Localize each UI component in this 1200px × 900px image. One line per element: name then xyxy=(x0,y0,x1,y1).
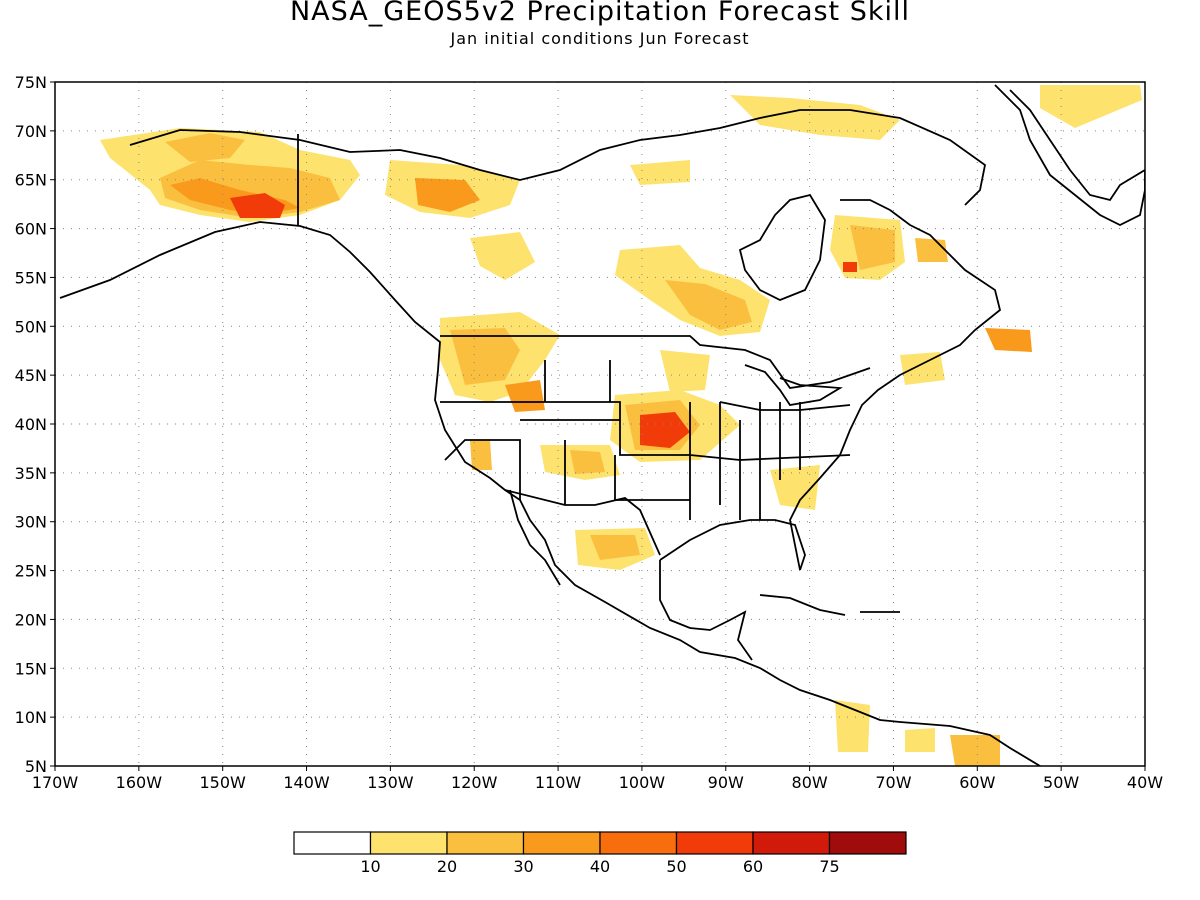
coastline-gulf xyxy=(659,560,753,661)
lon-tick-label: 110W xyxy=(535,773,582,792)
skill-region-northern-mexico-mid xyxy=(590,535,640,560)
skill-region-idaho xyxy=(505,380,545,412)
colorbar-label: 30 xyxy=(513,857,533,876)
lon-tick-label: 70W xyxy=(875,773,911,792)
lon-tick-label: 120W xyxy=(451,773,498,792)
graticule xyxy=(55,82,1145,766)
coastline-north-america xyxy=(59,221,1041,766)
lat-tick-label: 5N xyxy=(25,757,47,776)
colorbar-swatch xyxy=(446,831,525,855)
lon-tick-label: 60W xyxy=(959,773,995,792)
lat-tick-label: 70N xyxy=(15,122,47,141)
coastline-greenland xyxy=(994,84,1145,227)
skill-region-kansas-peak xyxy=(640,412,690,448)
lon-tick-label: 140W xyxy=(283,773,330,792)
coastline-arctic xyxy=(129,109,986,206)
colorbar-label: 50 xyxy=(666,857,686,876)
latitude-axis: 75N 70N 65N 60N 55N 50N 45N 40N 35N 30N 25N 20N 15N 1… xyxy=(15,73,55,776)
skill-region-alaska-north xyxy=(165,133,245,162)
skill-region-hudson-west-mid xyxy=(665,280,752,330)
lat-tick-label: 15N xyxy=(15,659,47,678)
colorbar-swatch xyxy=(522,831,601,855)
skill-region-northeast xyxy=(900,352,945,385)
lat-tick-label: 35N xyxy=(15,464,47,483)
colorbar-swatch xyxy=(828,831,907,855)
lat-tick-label: 30N xyxy=(15,513,47,532)
coastline-baja xyxy=(509,489,561,586)
lat-tick-label: 60N xyxy=(15,220,47,239)
skill-region-hudson-north xyxy=(630,160,690,185)
skill-region-venezuela-west xyxy=(905,728,935,752)
colorbar: 10 20 30 40 50 60 75 xyxy=(293,831,907,876)
skill-region-venezuela xyxy=(950,735,1000,766)
lon-tick-label: 100W xyxy=(619,773,666,792)
colorbar-label: 10 xyxy=(360,857,380,876)
skill-region-greenland xyxy=(1040,85,1142,128)
lon-tick-label: 40W xyxy=(1127,773,1163,792)
skill-shading xyxy=(100,85,1142,766)
lat-tick-label: 45N xyxy=(15,366,47,385)
lon-tick-label: 50W xyxy=(1043,773,1079,792)
lat-tick-label: 75N xyxy=(15,73,47,92)
border-us-canada xyxy=(440,335,871,389)
lat-tick-label: 25N xyxy=(15,562,47,581)
colorbar-swatch xyxy=(675,831,754,855)
lon-tick-label: 170W xyxy=(32,773,79,792)
colorbar-swatch xyxy=(599,831,678,855)
skill-region-newfoundland xyxy=(985,328,1032,352)
lat-tick-label: 55N xyxy=(15,268,47,287)
skill-region-upper-midwest xyxy=(660,350,710,392)
skill-region-central-canada xyxy=(470,232,535,280)
lat-tick-label: 65N xyxy=(15,171,47,190)
coastline-great-lakes xyxy=(744,364,843,406)
state-lines xyxy=(440,360,851,520)
map-subtitle: Jan initial conditions Jun Forecast xyxy=(450,29,750,48)
colorbar-label: 40 xyxy=(590,857,610,876)
lon-tick-label: 130W xyxy=(367,773,414,792)
skill-region-quebec-peak xyxy=(843,262,857,272)
coastline-gulf-north xyxy=(659,519,806,571)
skill-region-arctic-islands xyxy=(730,95,900,140)
map-title: NASA_GEOS5v2 Precipitation Forecast Skil… xyxy=(289,0,911,27)
coastline-east xyxy=(789,199,1002,571)
coastlines xyxy=(59,84,1145,766)
colorbar-swatch xyxy=(369,831,448,855)
lon-tick-label: 150W xyxy=(200,773,247,792)
skill-region-colombia xyxy=(835,700,870,752)
coastline-hudson-bay xyxy=(738,193,826,301)
lat-tick-label: 50N xyxy=(15,317,47,336)
colorbar-label: 60 xyxy=(743,857,763,876)
skill-region-labrador xyxy=(915,238,948,262)
skill-region-great-basin xyxy=(470,440,492,470)
lat-tick-label: 10N xyxy=(15,708,47,727)
lat-tick-label: 40N xyxy=(15,415,47,434)
colorbar-label: 20 xyxy=(437,857,457,876)
colorbar-label: 75 xyxy=(819,857,839,876)
skill-region-yukon-mid xyxy=(415,178,480,212)
colorbar-swatch xyxy=(293,831,372,855)
skill-region-alaska-peak xyxy=(230,193,285,218)
lon-tick-label: 160W xyxy=(116,773,163,792)
longitude-axis: 170W 160W 150W 140W 130W 120W 110W 100W 90W 80W 70… xyxy=(32,766,1163,792)
lon-tick-label: 80W xyxy=(792,773,828,792)
border-us-mexico xyxy=(504,489,661,556)
skill-region-pacific-northwest-mid xyxy=(450,328,520,385)
lon-tick-label: 90W xyxy=(708,773,744,792)
skill-region-southeast xyxy=(770,465,820,510)
coastline-cuba xyxy=(759,594,846,616)
lat-tick-label: 20N xyxy=(15,610,47,629)
skill-region-quebec-mid xyxy=(850,225,895,270)
skill-region-southwest-mid xyxy=(570,450,605,474)
colorbar-swatch xyxy=(752,831,831,855)
